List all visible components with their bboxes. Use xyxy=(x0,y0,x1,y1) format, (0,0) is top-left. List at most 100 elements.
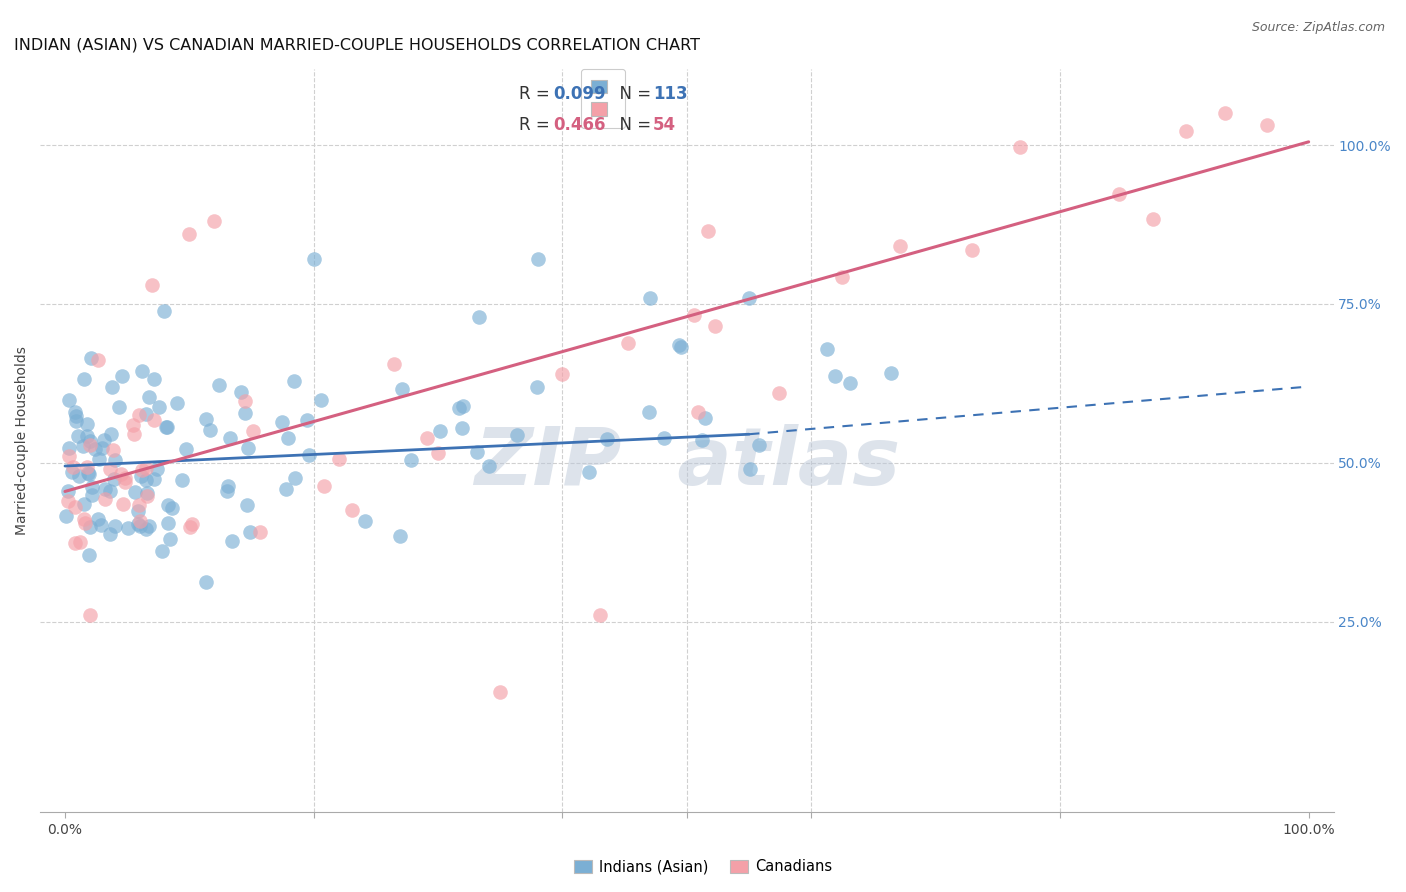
Point xyxy=(249,525,271,540)
Point xyxy=(415,431,437,445)
Point xyxy=(141,277,163,292)
Point xyxy=(157,498,180,512)
Point xyxy=(194,412,217,426)
Point xyxy=(686,405,709,419)
Point xyxy=(127,517,149,532)
Point xyxy=(100,462,122,476)
Point xyxy=(207,378,229,392)
Point xyxy=(295,413,318,427)
Point xyxy=(1256,118,1278,132)
Point xyxy=(135,522,157,536)
Point xyxy=(107,401,129,415)
Point xyxy=(67,429,90,443)
Text: ZIP  atlas: ZIP atlas xyxy=(474,424,900,502)
Point xyxy=(489,684,512,698)
Point xyxy=(122,417,145,432)
Point xyxy=(62,459,84,474)
Point xyxy=(124,485,146,500)
Point xyxy=(63,500,86,514)
Point xyxy=(181,516,204,531)
Point xyxy=(298,448,321,462)
Point xyxy=(73,497,96,511)
Point xyxy=(578,465,600,479)
Point xyxy=(354,514,377,528)
Point xyxy=(146,462,169,476)
Point xyxy=(451,399,474,413)
Point xyxy=(960,243,983,257)
Point xyxy=(595,432,617,446)
Text: 0.099: 0.099 xyxy=(554,85,606,103)
Point xyxy=(69,535,91,549)
Point xyxy=(131,364,153,378)
Point xyxy=(142,372,165,386)
Text: N =: N = xyxy=(609,116,657,134)
Point xyxy=(127,504,149,518)
Point xyxy=(1010,140,1032,154)
Point xyxy=(83,442,105,457)
Point xyxy=(58,450,80,464)
Point xyxy=(388,529,411,543)
Point xyxy=(451,421,474,435)
Point xyxy=(65,535,87,549)
Point xyxy=(166,396,188,410)
Point xyxy=(110,467,132,481)
Point xyxy=(221,533,243,548)
Point xyxy=(75,516,97,531)
Point xyxy=(67,469,90,483)
Point xyxy=(77,466,100,480)
Point xyxy=(76,417,98,431)
Point xyxy=(671,340,693,354)
Point xyxy=(104,519,127,533)
Point xyxy=(156,516,179,530)
Point xyxy=(236,441,259,455)
Point xyxy=(103,472,125,486)
Point xyxy=(239,525,262,540)
Point xyxy=(104,453,127,467)
Point xyxy=(94,491,117,506)
Point xyxy=(76,460,98,475)
Point xyxy=(616,335,638,350)
Point xyxy=(233,406,256,420)
Point xyxy=(215,483,238,498)
Point xyxy=(738,291,761,305)
Point xyxy=(429,424,451,438)
Point xyxy=(236,498,259,512)
Point xyxy=(465,445,488,459)
Legend: , : , xyxy=(581,69,624,128)
Point xyxy=(229,385,252,400)
Point xyxy=(195,575,218,590)
Text: 113: 113 xyxy=(654,85,688,103)
Point xyxy=(468,310,491,324)
Point xyxy=(72,372,94,386)
Point xyxy=(82,487,104,501)
Point xyxy=(270,415,292,429)
Point xyxy=(79,438,101,452)
Point xyxy=(76,429,98,443)
Point xyxy=(79,434,101,448)
Point xyxy=(98,527,121,541)
Point xyxy=(1174,124,1197,138)
Text: 0.466: 0.466 xyxy=(554,116,606,134)
Point xyxy=(91,441,114,455)
Point xyxy=(328,451,350,466)
Point xyxy=(87,511,110,525)
Point xyxy=(100,427,122,442)
Point xyxy=(768,386,790,401)
Point xyxy=(218,431,240,445)
Point xyxy=(114,475,136,490)
Text: R =: R = xyxy=(519,116,555,134)
Point xyxy=(638,291,661,305)
Point xyxy=(174,442,197,457)
Point xyxy=(202,214,225,228)
Point xyxy=(80,479,103,493)
Point xyxy=(150,544,173,558)
Point xyxy=(638,405,661,419)
Point xyxy=(55,508,77,523)
Legend: Indians (Asian), Canadians: Indians (Asian), Canadians xyxy=(568,854,838,880)
Point xyxy=(142,413,165,427)
Point xyxy=(704,319,727,334)
Point xyxy=(506,428,529,442)
Point xyxy=(58,441,80,455)
Point xyxy=(135,486,157,500)
Point xyxy=(589,608,612,623)
